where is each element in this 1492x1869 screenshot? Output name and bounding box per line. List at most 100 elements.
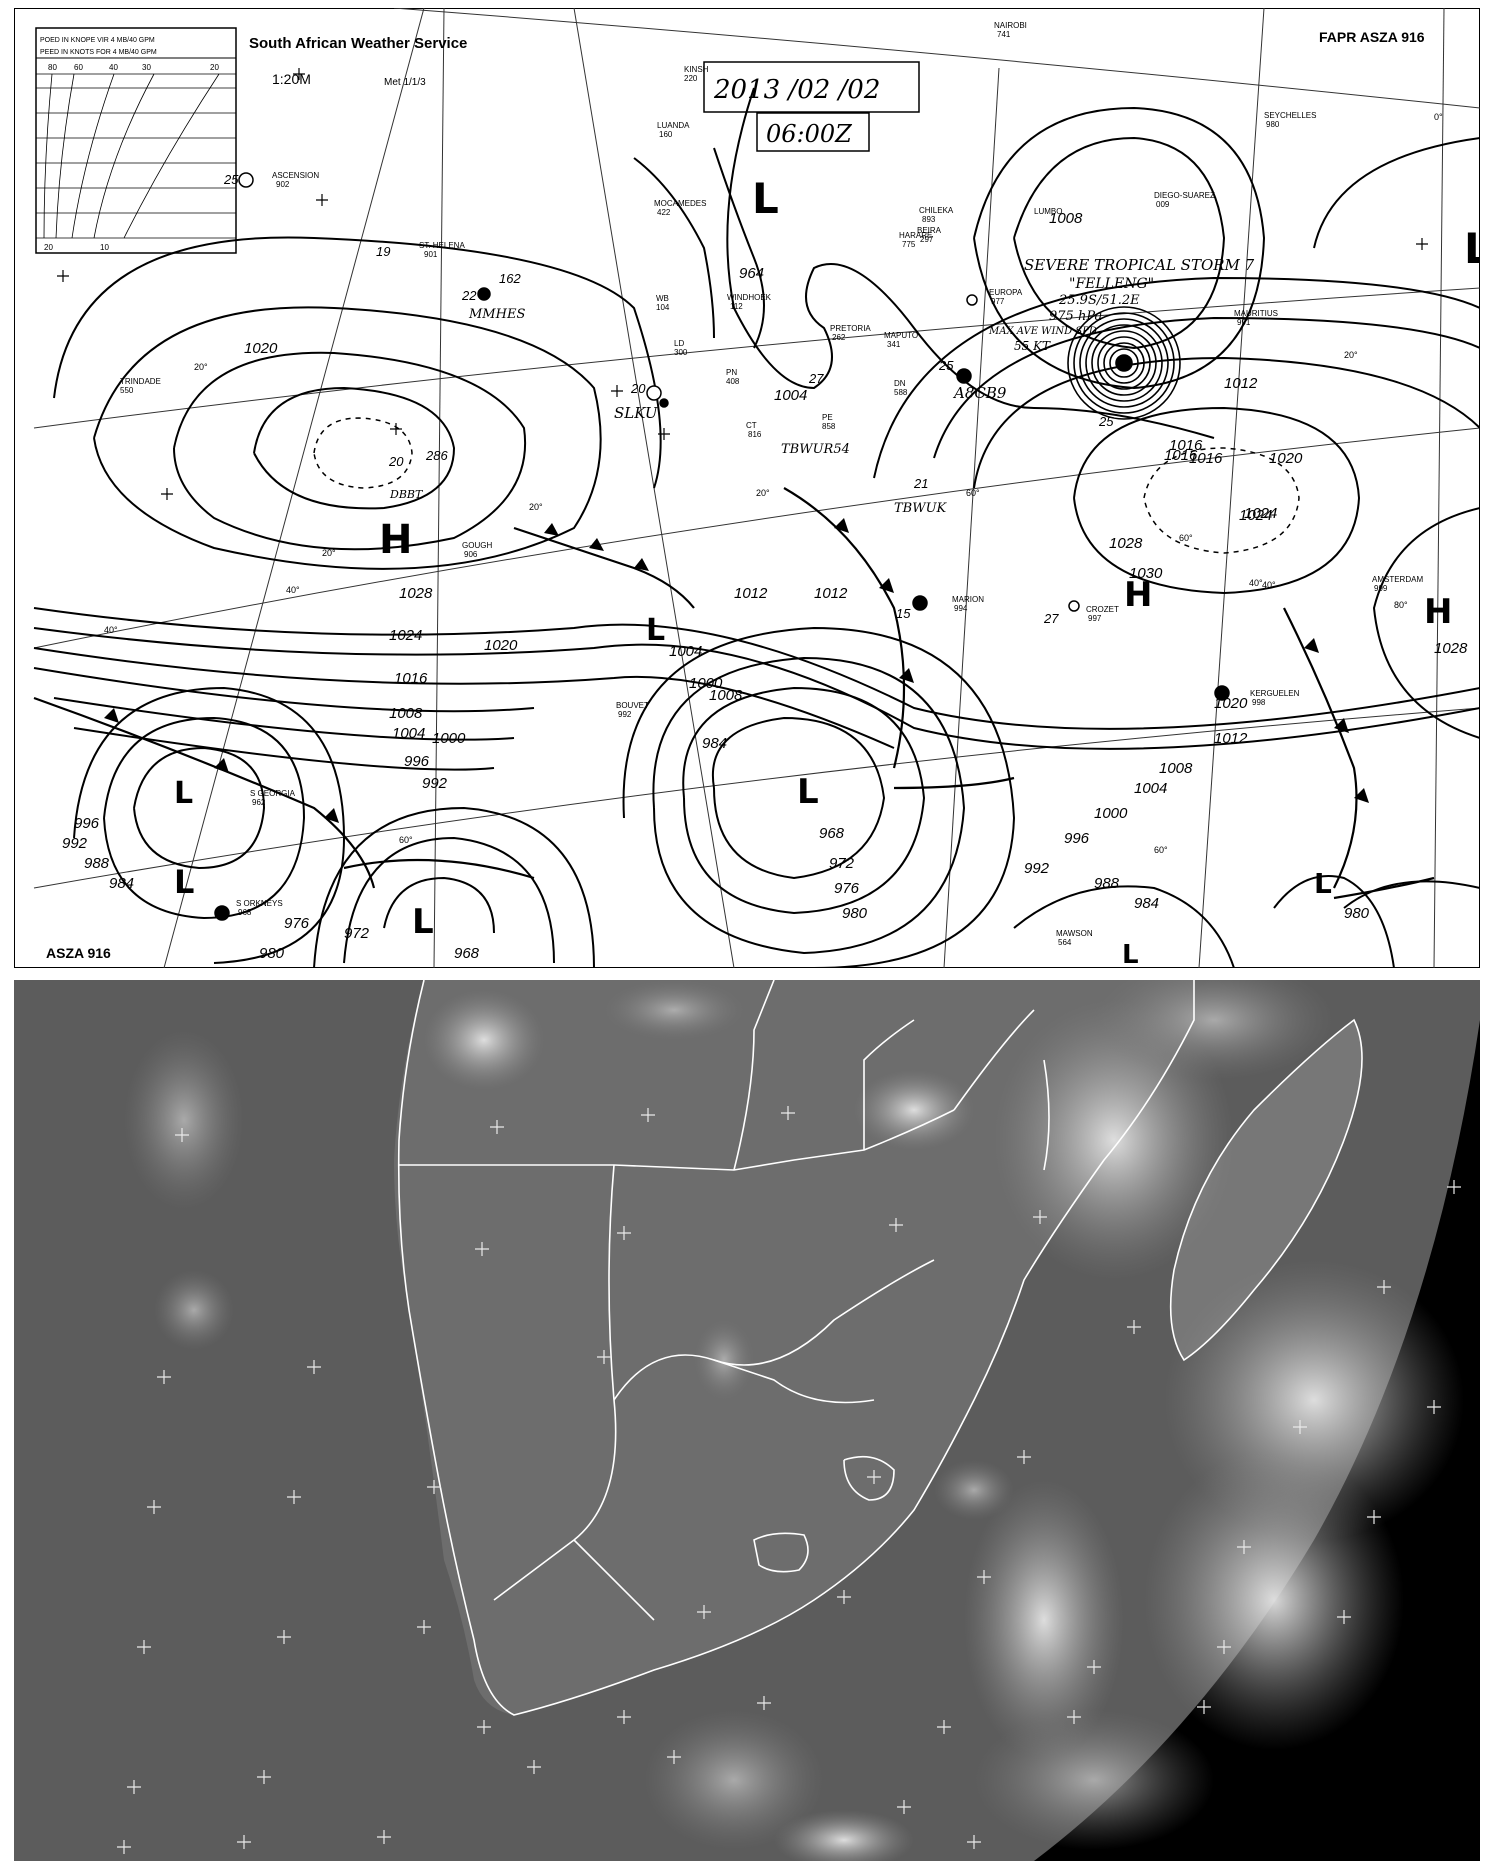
isobar-label: 976 bbox=[834, 880, 860, 897]
isobar-label: 992 bbox=[62, 835, 88, 852]
isobar-label: 980 bbox=[259, 945, 285, 962]
isobar-label: 1016 bbox=[1169, 437, 1203, 454]
storm-label-4: 975 hPa bbox=[1049, 309, 1102, 324]
graticule-label: 60° bbox=[966, 488, 980, 498]
isobar-label: 1004 bbox=[1134, 780, 1167, 797]
station-markers bbox=[214, 172, 1230, 921]
station: DIEGO-SUAREZ 009 bbox=[1154, 191, 1215, 209]
obs-number: 25 bbox=[938, 358, 954, 373]
ship-call-sign: DBBT bbox=[389, 488, 424, 501]
chart-code-footer: ASZA 916 bbox=[46, 945, 111, 961]
storm-label-1: SEVERE TROPICAL STORM 7 bbox=[1024, 256, 1255, 274]
station: TRINDADE 550 bbox=[120, 377, 161, 395]
isobar-label: 1016 bbox=[1189, 450, 1223, 467]
isobar-label: 1004 bbox=[392, 725, 425, 742]
ship-call-sign: A8CB9 bbox=[952, 384, 1007, 402]
station: S ORKNEYS 968 bbox=[236, 899, 283, 917]
station: MAURITIUS 991 bbox=[1234, 309, 1278, 327]
isobar-label: 1012 bbox=[1214, 730, 1248, 747]
isobar-label: 1008 bbox=[389, 705, 423, 722]
graticule-label: 40° bbox=[1249, 578, 1263, 588]
graticule-label: 20° bbox=[194, 362, 208, 372]
isobar-label: 976 bbox=[284, 915, 310, 932]
station: PN 408 bbox=[726, 368, 740, 386]
isobar-label: 984 bbox=[702, 735, 727, 752]
pressure-system-low: L bbox=[752, 174, 779, 223]
station: MOCAMEDES 422 bbox=[654, 199, 706, 217]
station: KERGUELEN 998 bbox=[1250, 689, 1300, 707]
station: CT 816 bbox=[746, 421, 762, 439]
obs-number: 27 bbox=[808, 371, 824, 386]
station: BEIRA 297 bbox=[917, 226, 942, 244]
graticule-label: 40° bbox=[286, 585, 300, 595]
isobar-label: 1008 bbox=[1159, 760, 1193, 777]
obs-number: 19 bbox=[376, 244, 390, 259]
station: AMSTERDAM 999 bbox=[1372, 575, 1423, 593]
isobar-label: 984 bbox=[1134, 895, 1159, 912]
isobar-label: 968 bbox=[454, 945, 480, 962]
isobar-label: 1008 bbox=[1049, 210, 1083, 227]
isobar-label: 1016 bbox=[1164, 447, 1198, 464]
isobar-label: 1028 bbox=[399, 585, 433, 602]
station: PRETORIA 262 bbox=[830, 324, 871, 342]
scale-box-line1: POED IN KNOPE VIR 4 MB/40 GPM bbox=[40, 37, 155, 44]
graticule-label: 40° bbox=[104, 625, 118, 635]
isobar-label: 1020 bbox=[1214, 695, 1248, 712]
scale-tick: 20 bbox=[210, 63, 219, 72]
obs-number: 20 bbox=[630, 381, 646, 396]
landmass-africa bbox=[394, 980, 1194, 1715]
isobar-label: 1000 bbox=[432, 730, 466, 747]
ship-call-sign: SLKU bbox=[614, 404, 659, 422]
isobar-label: 1012 bbox=[814, 585, 848, 602]
station: CHILEKA 893 bbox=[919, 206, 954, 224]
isobar-label: 996 bbox=[74, 815, 100, 832]
isobar-label: 1004 bbox=[774, 387, 807, 404]
station: KINSH 220 bbox=[684, 65, 709, 83]
isobar-label: 968 bbox=[819, 825, 845, 842]
landmass-madagascar bbox=[1170, 1020, 1362, 1360]
station: SEYCHELLES 980 bbox=[1264, 111, 1316, 129]
isobar-label: 1000 bbox=[689, 675, 723, 692]
cloud-cover bbox=[124, 980, 1464, 1861]
scale-box-line2: PEED IN KNOTS FOR 4 MB/40 GPM bbox=[40, 49, 157, 56]
isobar-label: 1020 bbox=[484, 637, 518, 654]
graticule-label: 60° bbox=[399, 835, 413, 845]
pressure-system-low: L bbox=[1314, 867, 1332, 900]
pressure-system-high: H bbox=[1124, 575, 1152, 615]
isobar-label: 996 bbox=[404, 753, 430, 770]
isobar-label: 1012 bbox=[734, 585, 768, 602]
scale-tick: 20 bbox=[44, 243, 53, 252]
chart-code-header: FAPR ASZA 916 bbox=[1319, 29, 1425, 45]
station: EUROPA 977 bbox=[989, 288, 1023, 306]
obs-number: 22 bbox=[461, 288, 477, 303]
satellite-image bbox=[14, 980, 1480, 1861]
isobar-label: 1016 bbox=[394, 670, 428, 687]
storm-label-2: "FELLENG" bbox=[1069, 276, 1154, 292]
scale-tick: 10 bbox=[100, 243, 109, 252]
station: LUANDA 160 bbox=[657, 121, 690, 139]
obs-number: 286 bbox=[425, 448, 448, 463]
graticule-label: 20° bbox=[529, 502, 543, 512]
station: NAIROBI 741 bbox=[994, 21, 1027, 39]
obs-number: 25 bbox=[223, 172, 239, 187]
pressure-system-low: L bbox=[1122, 940, 1139, 968]
graticule-label: 20° bbox=[1344, 350, 1358, 360]
scale-tick: 40 bbox=[109, 63, 118, 72]
isobar-label: 1024 bbox=[1244, 505, 1277, 522]
pressure-system-low: L bbox=[1464, 224, 1480, 273]
ship-call-sign: MMHES bbox=[468, 307, 525, 322]
graticule-label: 20° bbox=[322, 548, 336, 558]
tropical-storm-symbol bbox=[1067, 306, 1181, 420]
isobar-label: 996 bbox=[1064, 830, 1090, 847]
pressure-system-high: H bbox=[379, 517, 412, 563]
scale-tick: 30 bbox=[142, 63, 151, 72]
ship-call-sign: TBWUK bbox=[894, 501, 948, 516]
storm-label-6: 55 KT bbox=[1014, 339, 1051, 353]
isobar-label: 988 bbox=[1094, 875, 1120, 892]
graticule-crosses bbox=[117, 1106, 1461, 1854]
graticule-label: 40° bbox=[1262, 580, 1276, 590]
pressure-system-low: L bbox=[797, 772, 819, 812]
isobar-label: 1004 bbox=[669, 643, 702, 660]
pressure-system-high: H bbox=[1424, 592, 1452, 632]
graticule-label: 80° bbox=[1394, 600, 1408, 610]
